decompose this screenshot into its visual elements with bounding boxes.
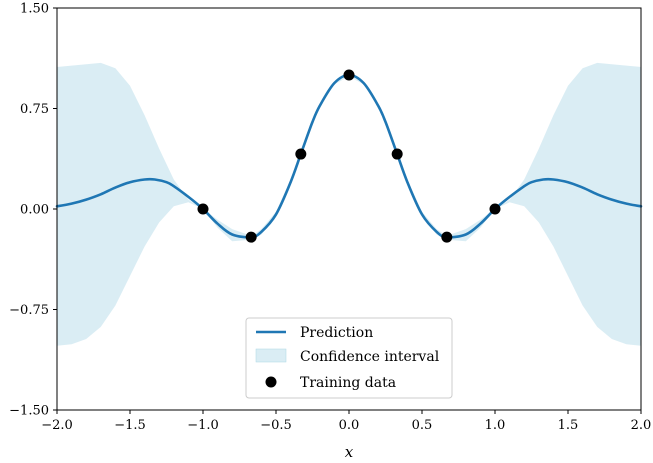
confidence-interval-band [57,62,641,346]
x-tick-label: −2.0 [41,418,73,433]
x-tick-label: −0.5 [260,418,292,433]
legend-box [245,317,453,399]
x-tick-label: −1.0 [187,418,219,433]
y-axis-ticks: −1.50 −0.75 0.00 0.75 1.50 [9,2,57,419]
y-tick-label: −0.75 [9,303,49,318]
y-tick-label: −1.50 [9,404,49,419]
training-point [245,231,257,243]
x-tick-label: 2.0 [631,418,652,433]
legend: Prediction Confidence interval Training … [245,317,453,399]
x-tick-label: −1.5 [114,418,146,433]
x-axis-ticks: −2.0 −1.5 −1.0 −0.5 0.0 0.5 1.0 1.5 2.0 [41,410,651,433]
x-tick-label: 1.5 [558,418,579,433]
y-tick-label: 0.75 [20,102,49,117]
y-tick-label: 1.50 [20,2,49,17]
training-point [391,148,403,160]
legend-confidence-swatch [255,348,287,363]
training-point [489,203,501,215]
legend-prediction-label: Prediction [300,325,373,341]
training-points [197,69,501,243]
legend-training-swatch [265,376,277,388]
training-point [441,231,453,243]
x-tick-label: 0.5 [412,418,433,433]
training-point [197,203,209,215]
x-tick-label: 1.0 [485,418,506,433]
x-tick-label: 0.0 [339,418,360,433]
legend-training-label: Training data [300,375,396,391]
y-tick-label: 0.00 [20,203,49,218]
training-point [295,148,307,160]
plot-area [55,62,643,346]
x-axis-label: x [345,443,354,461]
training-point [343,69,355,81]
legend-confidence-label: Confidence interval [300,349,440,365]
